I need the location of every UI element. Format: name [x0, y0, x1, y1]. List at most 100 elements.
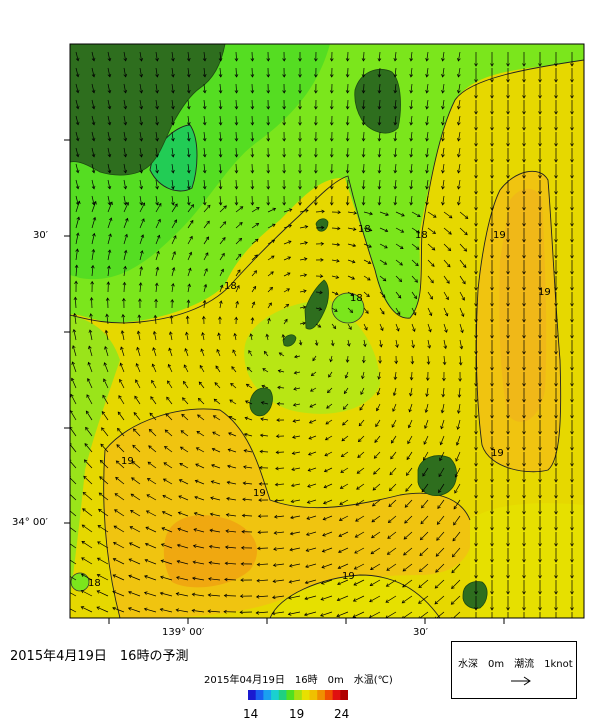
current-arrow-head [397, 311, 401, 316]
current-arrow-head [337, 226, 341, 231]
current-arrow [459, 339, 463, 349]
current-arrow-head [490, 175, 494, 179]
current-arrow [244, 450, 253, 453]
current-arrow [379, 259, 387, 265]
current-arrow [96, 590, 109, 597]
current-arrow-head [72, 328, 77, 333]
current-arrow-head [474, 447, 478, 451]
current-arrow [209, 562, 221, 565]
current-arrow-head [288, 579, 293, 584]
current-arrow-head [506, 367, 510, 371]
current-arrow [442, 99, 445, 109]
current-arrow-head [298, 154, 302, 158]
current-arrow [107, 147, 111, 157]
current-arrow [260, 451, 269, 453]
current-arrow [235, 147, 237, 158]
current-arrow [229, 399, 237, 405]
current-arrow-head [250, 154, 255, 158]
current-arrow-head [522, 207, 526, 211]
current-arrow-head [70, 393, 74, 398]
current-arrow [139, 163, 142, 173]
current-arrow-head [178, 495, 182, 499]
current-arrow-head [309, 404, 314, 408]
current-arrow-head [377, 74, 382, 78]
current-arrow-head [456, 410, 461, 414]
current-arrow [195, 463, 205, 469]
current-arrow [264, 351, 269, 357]
current-arrow [149, 412, 157, 421]
current-arrow-head [405, 472, 410, 476]
current-arrow-head [187, 90, 191, 94]
contour-label: 19 [493, 230, 506, 241]
current-arrow-head [425, 393, 429, 397]
current-arrow [406, 467, 413, 476]
current-arrow-head [570, 319, 574, 323]
current-arrow-head [189, 235, 193, 240]
current-arrow [343, 403, 349, 410]
current-arrow-head [305, 564, 309, 569]
current-arrow [107, 217, 112, 229]
current-arrow-head [183, 380, 187, 385]
current-arrow-head [377, 186, 382, 190]
current-arrow-head [490, 335, 494, 339]
current-arrow [91, 265, 94, 277]
current-arrow-head [455, 458, 459, 462]
current-arrow [88, 346, 93, 357]
current-arrow-head [451, 585, 455, 589]
current-arrow-head [138, 282, 143, 286]
current-arrow [410, 67, 413, 77]
current-arrow-head [91, 105, 96, 110]
current-arrow-head [370, 550, 375, 555]
current-arrow [117, 411, 125, 421]
current-arrow [267, 223, 276, 229]
current-arrow-head [376, 407, 380, 412]
current-arrow-head [243, 465, 247, 469]
current-arrow-head [554, 111, 558, 115]
current-arrow [426, 51, 429, 61]
current-arrow [171, 283, 174, 293]
current-arrow-head [282, 154, 287, 158]
lon-tick-label-30: 30′ [413, 627, 428, 638]
current-arrow [358, 419, 365, 427]
current-arrow-head [260, 401, 265, 405]
current-arrow [354, 547, 365, 554]
current-arrow-head [171, 89, 175, 94]
current-arrow-head [423, 457, 427, 461]
current-arrow [458, 163, 461, 173]
current-arrow [219, 284, 223, 293]
current-arrow [293, 387, 301, 390]
current-arrow [441, 403, 445, 413]
current-arrow-head [103, 378, 107, 383]
current-arrow-head [123, 185, 128, 190]
current-arrow [224, 595, 237, 597]
current-arrow-head [131, 461, 136, 465]
current-arrow-head [313, 202, 318, 206]
current-arrow [199, 365, 205, 373]
current-arrow [104, 362, 109, 373]
current-arrow-head [91, 89, 96, 94]
current-arrow [373, 467, 381, 475]
current-arrow [307, 483, 317, 488]
current-arrow-head [266, 122, 271, 126]
current-arrow [137, 331, 141, 341]
current-arrow-head [256, 578, 260, 583]
current-arrow-head [522, 319, 526, 323]
current-arrow-head [371, 502, 376, 507]
current-arrow-head [456, 137, 461, 142]
current-arrow [128, 591, 141, 597]
current-arrow-head [432, 214, 437, 218]
current-arrow-head [490, 495, 494, 499]
current-arrow-head [75, 105, 80, 110]
current-arrow-head [275, 466, 279, 471]
current-arrow [411, 275, 418, 283]
current-arrow-head [307, 452, 312, 456]
current-arrow-head [570, 495, 574, 499]
current-arrow-head [349, 309, 354, 313]
current-arrow [187, 131, 190, 141]
current-arrow-head [554, 591, 558, 595]
current-arrow [215, 365, 221, 373]
current-arrow-head [368, 244, 372, 248]
current-arrow-head [538, 479, 542, 483]
current-arrow [203, 195, 206, 205]
